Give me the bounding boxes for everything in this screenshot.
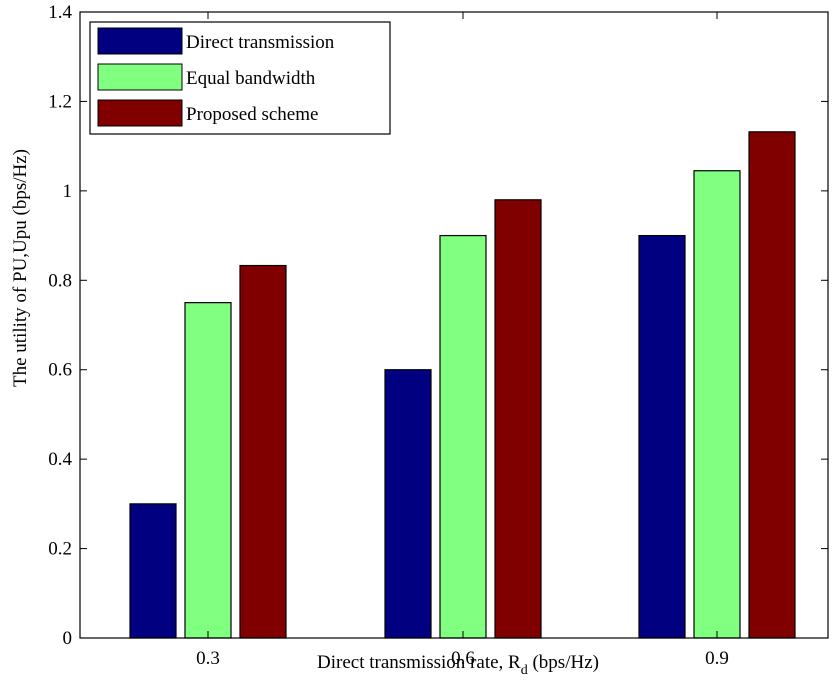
bar-proposed-scheme-0.9 — [748, 131, 796, 639]
x-tick-label: 0.3 — [196, 648, 220, 669]
bar-proposed-scheme-0.6 — [494, 199, 542, 639]
legend-label-direct-transmission: Direct transmission — [186, 32, 335, 53]
y-tick-label: 1.2 — [48, 91, 72, 112]
bar-equal-bandwidth-0.9 — [693, 170, 741, 639]
y-tick-label: 0.6 — [48, 360, 72, 381]
legend-label-equal-bandwidth: Equal bandwidth — [186, 68, 316, 89]
legend-swatch-proposed-scheme — [97, 99, 183, 127]
x-tick-label: 0.6 — [451, 648, 475, 669]
y-axis-label: The utility of PU,Upu (bps/Hz) — [10, 149, 31, 387]
y-tick-label: 0.8 — [48, 270, 72, 291]
x-tick-label: 0.9 — [705, 648, 729, 669]
y-tick-label: 0.2 — [48, 539, 72, 560]
bar-direct-transmission-0.3 — [129, 503, 177, 639]
bar-equal-bandwidth-0.3 — [184, 302, 232, 639]
ticks-layer: 0 0.2 0.4 0.6 0.8 1 1.2 1.4 0.3 0.6 0.9 — [48, 2, 828, 669]
y-tick-label: 0 — [63, 628, 73, 649]
legend-swatch-equal-bandwidth — [97, 63, 183, 91]
bar-proposed-scheme-0.3 — [239, 264, 287, 639]
y-tick-label: 1 — [63, 181, 73, 202]
plot-frame — [79, 11, 829, 639]
axes-layer — [79, 11, 829, 639]
bar-direct-transmission-0.9 — [638, 234, 686, 639]
legend: Direct transmission Equal bandwidth Propos… — [89, 21, 391, 135]
bar-equal-bandwidth-0.6 — [439, 234, 487, 639]
x-axis-label: Direct transmission rate, Rd (bps/Hz) — [317, 652, 599, 678]
legend-swatch-direct-transmission — [97, 27, 183, 55]
bar-direct-transmission-0.6 — [384, 369, 432, 639]
y-tick-label: 0.4 — [48, 449, 72, 470]
y-tick-label: 1.4 — [48, 2, 72, 23]
bars-layer — [129, 131, 796, 639]
legend-label-proposed-scheme: Proposed scheme — [186, 104, 318, 125]
